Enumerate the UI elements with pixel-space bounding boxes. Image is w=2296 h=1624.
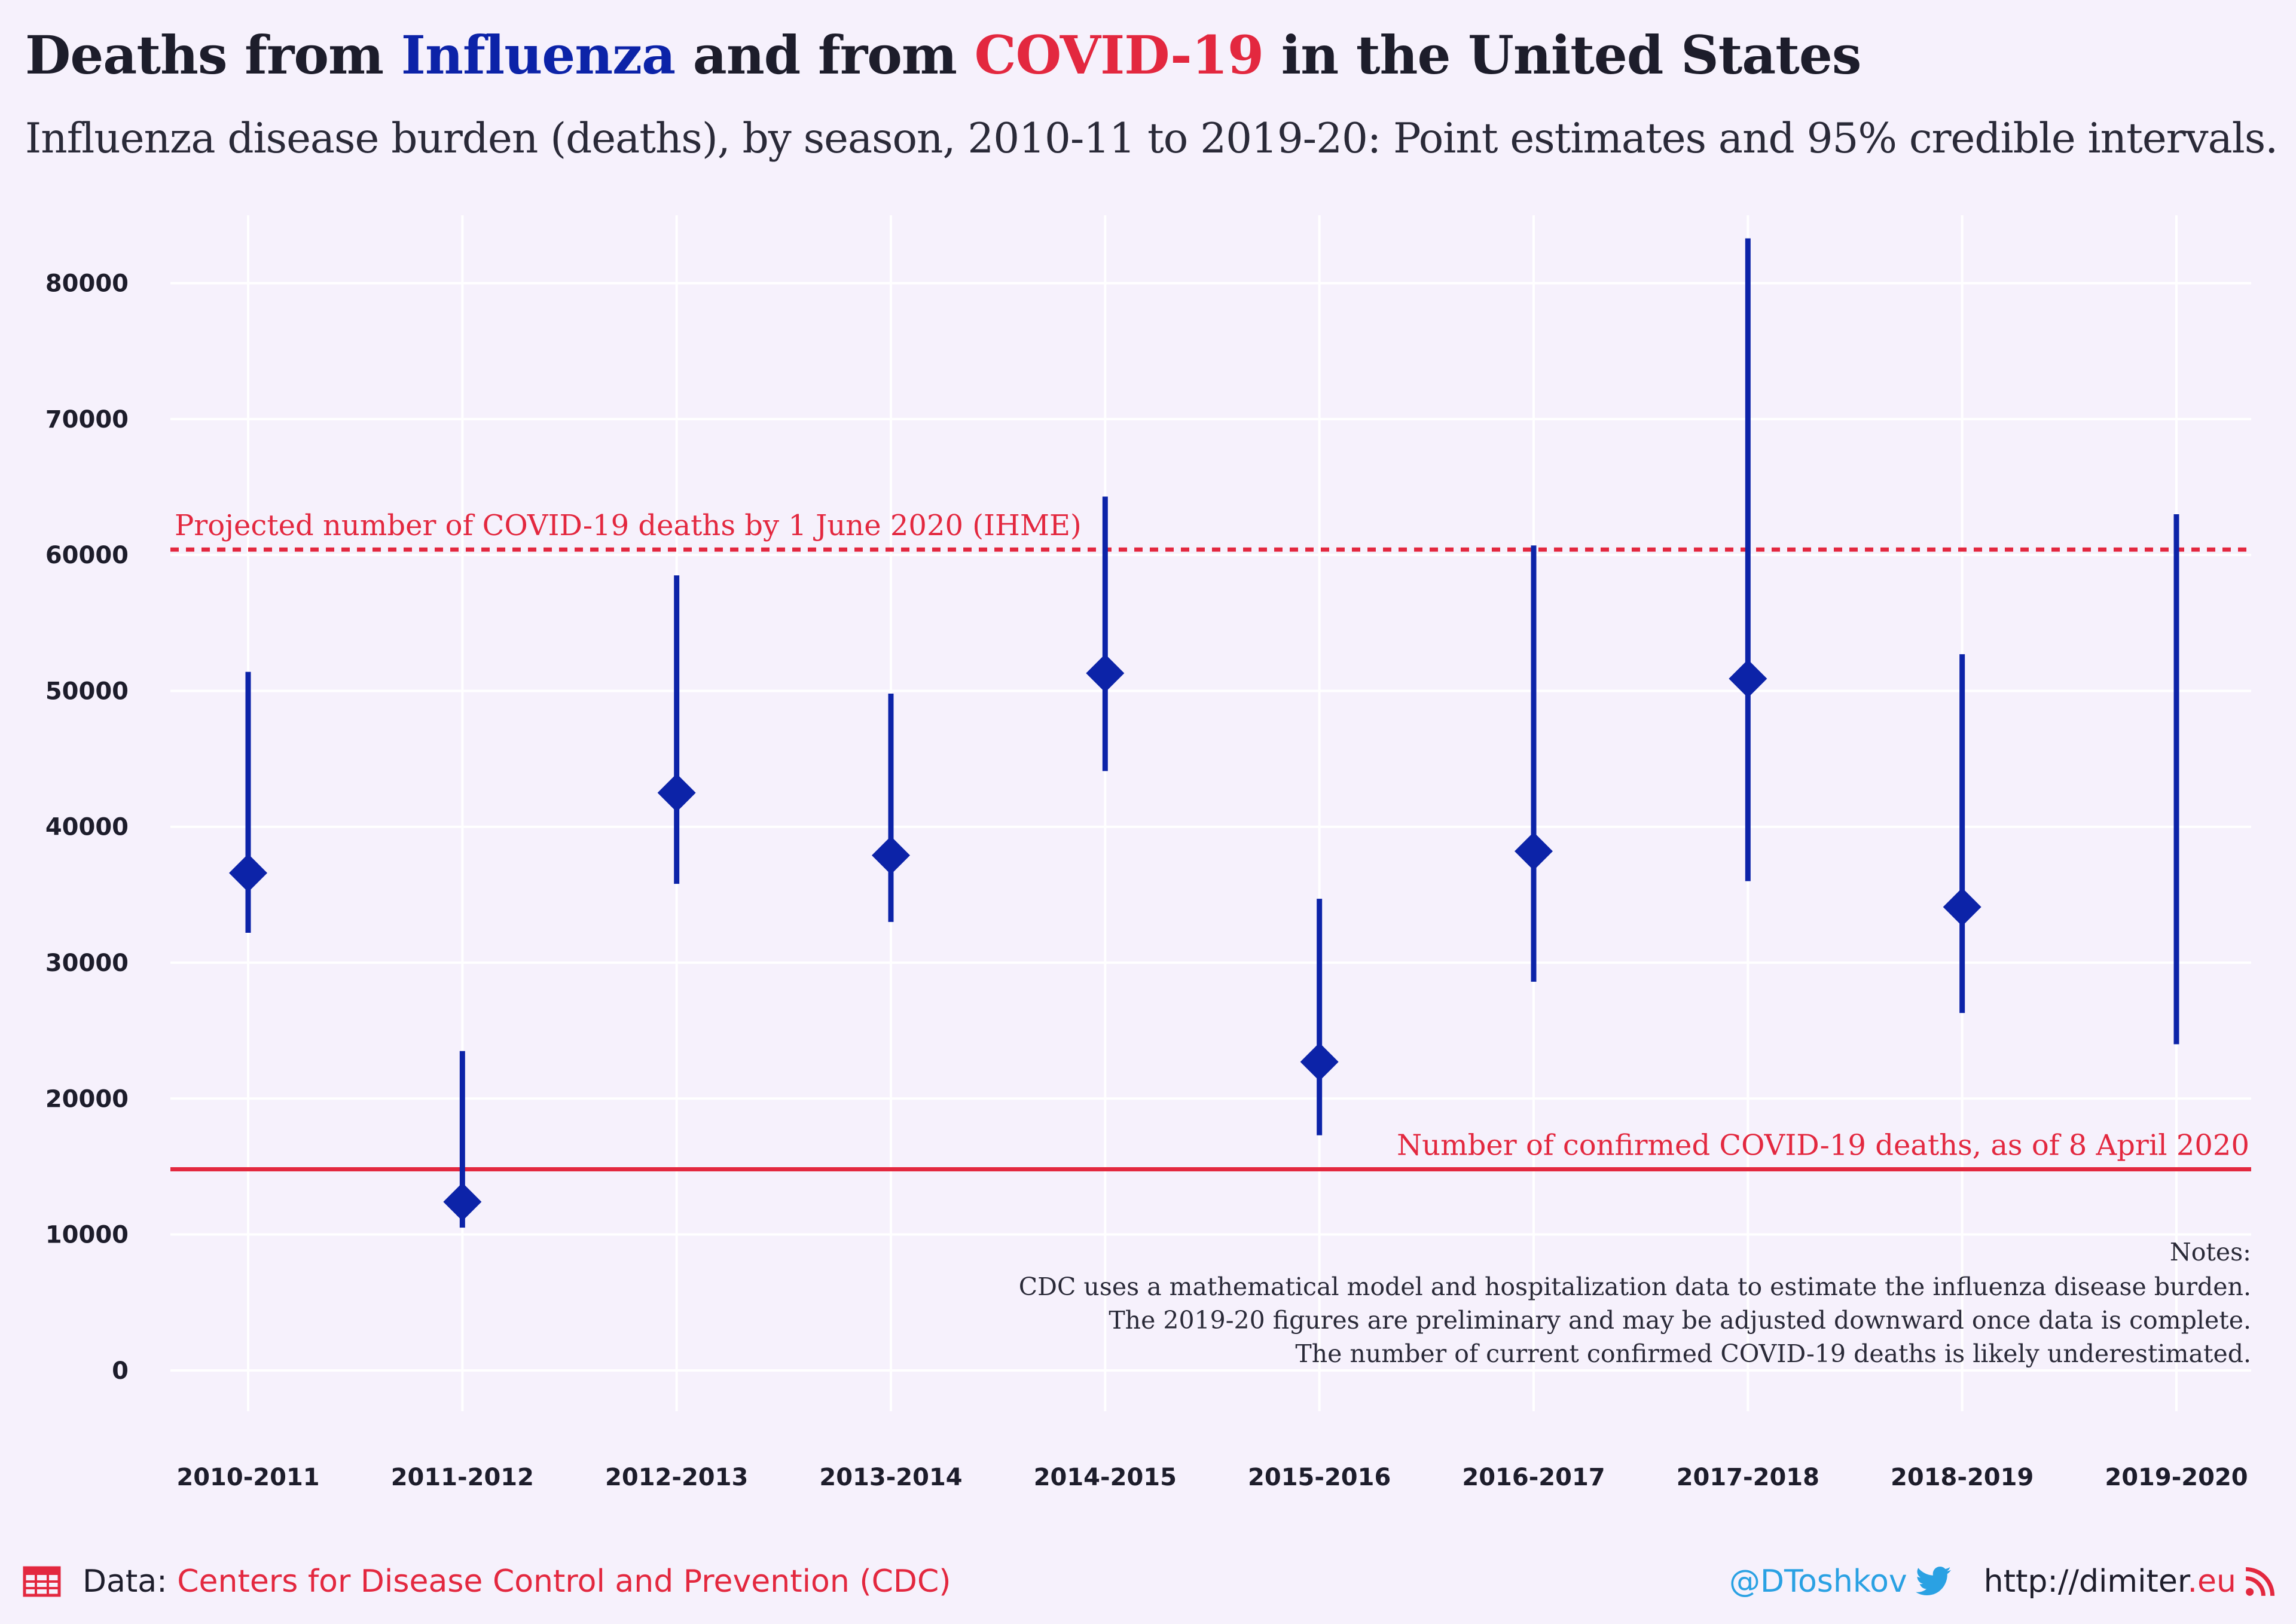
chart-subtitle: Influenza disease burden (deaths), by se… bbox=[25, 115, 2278, 163]
title-part3: and from bbox=[675, 24, 975, 86]
title-covid: COVID-19 bbox=[974, 24, 1265, 86]
point-estimate bbox=[1300, 1042, 1339, 1081]
data-label: Data: bbox=[83, 1564, 167, 1599]
site-main: http://dimiter bbox=[1983, 1564, 2188, 1599]
x-tick-label: 2012-2013 bbox=[605, 1464, 748, 1491]
twitter-handle[interactable]: @DToshkov bbox=[1729, 1564, 1907, 1599]
rss-icon[interactable] bbox=[2245, 1566, 2276, 1597]
note-line: The 2019-20 figures are preliminary and … bbox=[1109, 1306, 2251, 1335]
footer-source: Data: Centers for Disease Control and Pr… bbox=[23, 1564, 951, 1599]
point-estimate bbox=[1943, 887, 1981, 926]
point-estimate bbox=[657, 773, 696, 812]
point-estimate bbox=[1086, 654, 1125, 692]
y-tick-label: 70000 bbox=[45, 406, 129, 434]
y-tick-label: 60000 bbox=[45, 542, 129, 569]
note-line: CDC uses a mathematical model and hospit… bbox=[1019, 1272, 2251, 1301]
point-estimate bbox=[229, 854, 267, 892]
footer-credits: @DToshkov http://dimiter.eu bbox=[1729, 1564, 2276, 1599]
point-estimate bbox=[443, 1183, 482, 1221]
x-tick-label: 2015-2016 bbox=[1248, 1464, 1391, 1491]
site-tld: .eu bbox=[2187, 1564, 2236, 1599]
y-tick-label: 20000 bbox=[45, 1085, 129, 1113]
y-tick-label: 10000 bbox=[45, 1222, 129, 1249]
x-tick-label: 2013-2014 bbox=[819, 1464, 962, 1491]
y-tick-label: 50000 bbox=[45, 677, 129, 705]
note-line: Notes: bbox=[2170, 1238, 2251, 1266]
confirmed-covid-deaths-label: Number of confirmed COVID-19 deaths, as … bbox=[1397, 1128, 2249, 1162]
table-icon bbox=[23, 1566, 61, 1597]
note-line: The number of current confirmed COVID-19… bbox=[1295, 1339, 2251, 1368]
x-tick-label: 2018-2019 bbox=[1891, 1464, 2034, 1491]
x-tick-label: 2014-2015 bbox=[1034, 1464, 1177, 1491]
projected-covid-deaths-label: Projected number of COVID-19 deaths by 1… bbox=[175, 509, 1082, 542]
source-link[interactable]: Centers for Disease Control and Preventi… bbox=[177, 1564, 951, 1599]
y-tick-label: 80000 bbox=[45, 270, 129, 298]
point-estimate bbox=[1515, 832, 1553, 871]
x-tick-label: 2019-2020 bbox=[2105, 1464, 2248, 1491]
chart-title: Deaths from Influenza and from COVID-19 … bbox=[25, 24, 1861, 86]
y-tick-label: 0 bbox=[112, 1357, 129, 1385]
x-tick-label: 2017-2018 bbox=[1677, 1464, 1819, 1491]
title-part1: Deaths from bbox=[25, 24, 401, 86]
title-part5: in the United States bbox=[1263, 24, 1862, 86]
x-tick-label: 2016-2017 bbox=[1462, 1464, 1605, 1491]
twitter-icon[interactable] bbox=[1915, 1567, 1952, 1596]
x-tick-label: 2010-2011 bbox=[176, 1464, 319, 1491]
point-estimate bbox=[1729, 660, 1767, 698]
point-estimate bbox=[872, 836, 910, 875]
x-tick-label: 2011-2012 bbox=[391, 1464, 534, 1491]
website-link[interactable]: http://dimiter.eu bbox=[1984, 1564, 2236, 1599]
y-tick-label: 30000 bbox=[45, 950, 129, 977]
title-influenza: Influenza bbox=[401, 24, 676, 86]
y-tick-label: 40000 bbox=[45, 814, 129, 841]
